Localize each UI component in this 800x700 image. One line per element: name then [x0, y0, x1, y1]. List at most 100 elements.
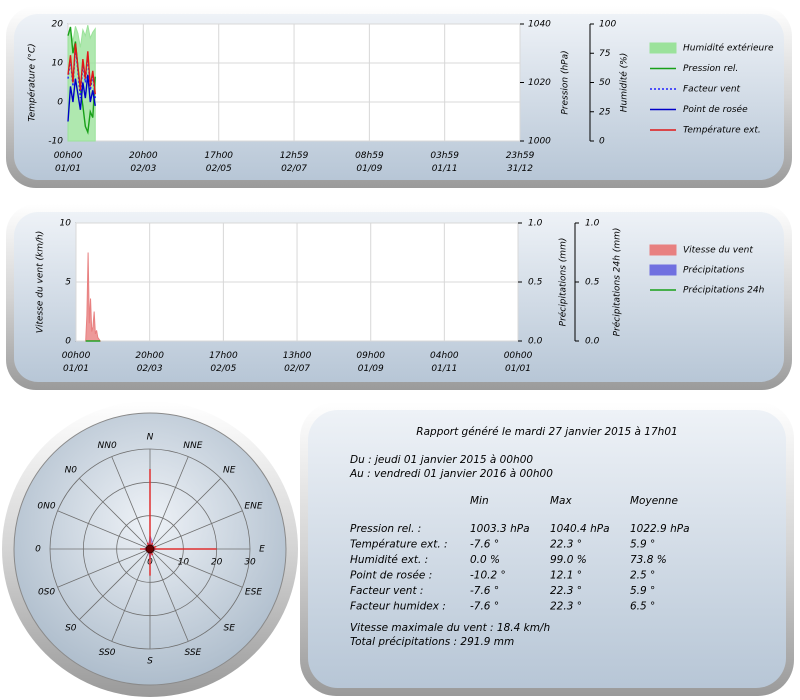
y-tick-label: 0 [57, 98, 63, 108]
r-tick-label: 30 [244, 558, 256, 568]
report-cell: -10.2 ° [470, 570, 506, 582]
y2-tick-label: 1040 [528, 20, 551, 30]
legend-label: Température ext. [683, 125, 761, 136]
report-period: Au : vendredi 01 janvier 2016 à 00h00 [349, 468, 553, 480]
y-tick-label: 10 [60, 219, 72, 229]
report-cell: Facteur humidex : [350, 601, 446, 613]
legend-swatch [649, 244, 677, 256]
y3-tick-label: 100 [599, 20, 616, 30]
spoke [149, 548, 189, 642]
report-header: Moyenne [630, 495, 678, 507]
report-cell: 5.9 ° [630, 585, 655, 597]
spoke [79, 478, 151, 550]
direction-label: NNE [183, 441, 202, 451]
legend-label: Vitesse du vent [683, 246, 753, 256]
y3-tick-label: 0.5 [585, 278, 600, 288]
direction-label: 0N0 [37, 502, 55, 512]
y-tick-label: 10 [52, 59, 64, 69]
report-cell: 22.3 ° [550, 539, 582, 551]
report-cell: 22.3 ° [550, 601, 582, 613]
line [67, 47, 96, 99]
y-tick-label: 0 [65, 337, 71, 347]
report-cell: 5.9 ° [630, 539, 655, 551]
direction-label: N [147, 433, 154, 443]
spoke [149, 510, 243, 550]
direction-label: ESE [245, 587, 262, 597]
spoke [149, 478, 221, 550]
spoke [149, 456, 189, 550]
report-cell: -7.6 ° [470, 539, 499, 551]
x-tick-label: 23h59 31/12 [506, 151, 535, 174]
direction-label: S0 [65, 624, 77, 634]
report-cell: 1040.4 hPa [550, 523, 610, 535]
y-axis-title: Vitesse du vent (km/h) [36, 231, 46, 333]
report-cell: 73.8 % [630, 554, 667, 566]
legend-swatch [649, 264, 677, 276]
report-cell: -7.6 ° [470, 585, 499, 597]
report-cell: 0.0 % [470, 554, 500, 566]
r-tick-label: 20 [211, 558, 223, 568]
y-tick-label: -10 [48, 137, 63, 147]
legend-swatch [649, 42, 677, 54]
report-period: Du : jeudi 01 janvier 2015 à 00h00 [350, 454, 533, 466]
report-cell: 99.0 % [550, 554, 587, 566]
spoke [149, 548, 221, 620]
y2-tick-label: 1020 [528, 78, 551, 88]
report-cell: -7.6 ° [470, 601, 499, 613]
report-cell: Température ext. : [350, 539, 448, 551]
y2-tick-label: 1000 [528, 137, 551, 147]
direction-label: NN0 [98, 441, 117, 451]
x-tick-label: 08h59 01/09 [355, 151, 384, 174]
x-tick-label: 09h00 01/09 [356, 351, 385, 374]
y-tick-label: 5 [65, 278, 71, 288]
legend-label: Précipitations 24h [683, 285, 765, 296]
legend-label: Facteur vent [683, 85, 741, 95]
y3-tick-label: 50 [599, 78, 611, 88]
direction-label: E [259, 545, 265, 555]
x-tick-label: 00h00 01/01 [504, 351, 533, 374]
spoke [79, 548, 151, 620]
y-axis-title: Température (°C) [27, 43, 38, 121]
report-footer: Vitesse maximale du vent : 18.4 km/h [350, 622, 550, 634]
direction-label: SSE [184, 648, 201, 658]
report-title: Rapport généré le mardi 27 janvier 2015 … [416, 426, 677, 438]
spoke [111, 548, 151, 642]
line [67, 43, 96, 95]
direction-label: 0S0 [38, 587, 55, 597]
report-header: Min [470, 495, 489, 507]
x-tick-label: 00h00 01/01 [54, 151, 83, 174]
y2-axis-title: Pression (hPa) [561, 50, 571, 114]
legend-label: Point de rosée [683, 104, 748, 115]
y3-tick-label: 1.0 [585, 219, 600, 229]
spoke [57, 548, 151, 588]
y3-tick-label: 75 [599, 49, 611, 59]
direction-label: ENE [244, 502, 262, 512]
y2-axis-title: Précipitations (mm) [558, 238, 569, 327]
line [67, 74, 96, 122]
y2-tick-label: 1.0 [528, 219, 543, 229]
report-header: Max [550, 495, 572, 507]
panel [308, 410, 786, 688]
y3-tick-label: 25 [599, 107, 611, 117]
x-tick-label: 12h59 02/07 [280, 151, 309, 174]
y3-tick-label: 0 [599, 137, 605, 147]
area [85, 252, 102, 342]
legend-label: Pression rel. [683, 64, 738, 74]
x-tick-label: 04h00 01/11 [430, 351, 459, 374]
direction-label: S [147, 657, 153, 667]
direction-label: 0 [35, 545, 41, 555]
x-tick-label: 17h00 02/05 [209, 351, 238, 374]
x-tick-label: 20h00 02/03 [135, 351, 164, 374]
y2-tick-label: 0.0 [528, 337, 543, 347]
center [145, 544, 155, 554]
report-cell: 1022.9 hPa [630, 523, 690, 535]
x-tick-label: 13h00 02/07 [283, 351, 312, 374]
y3-axis-title: Humidité (%) [619, 53, 630, 112]
legend-label: Humidité extérieure [683, 43, 774, 54]
y2-tick-label: 0.5 [528, 278, 543, 288]
y-tick-label: 20 [52, 20, 64, 30]
spoke [57, 510, 151, 550]
report-cell: 6.5 ° [630, 601, 655, 613]
